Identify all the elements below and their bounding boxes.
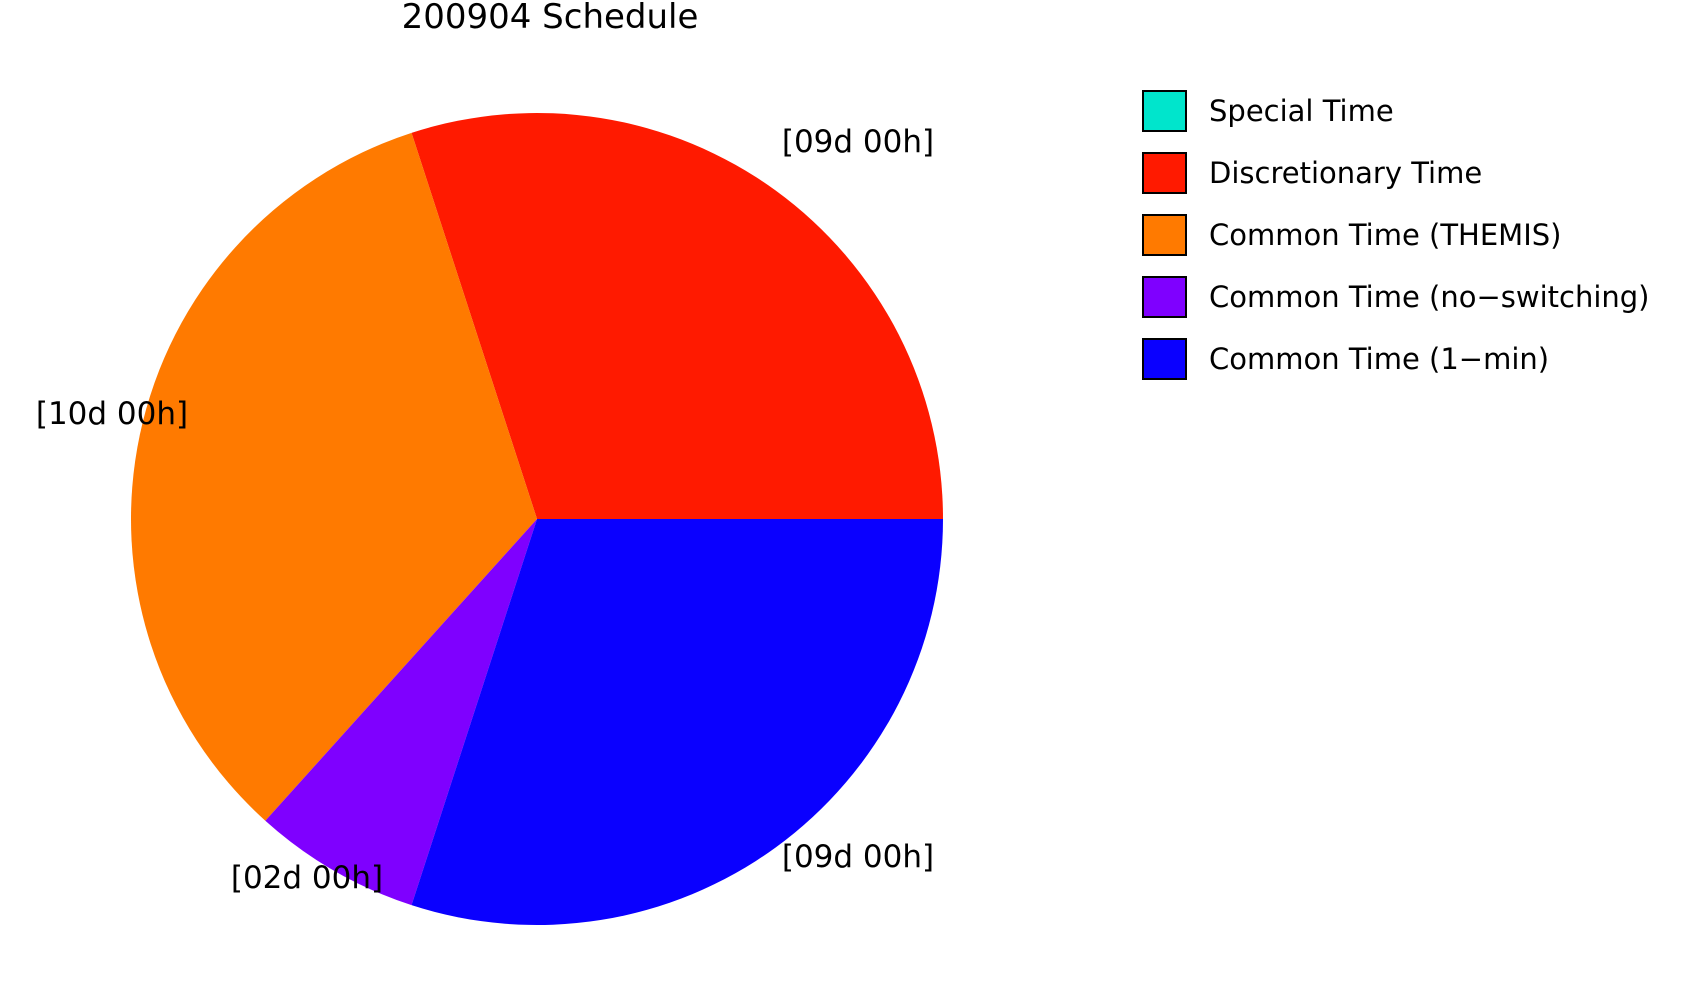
legend-swatch [1142, 276, 1187, 318]
pie-slice-labels: [09d 00h] [10d 00h] [02d 00h] [09d 00h] [36, 124, 934, 896]
legend-label: Special Time [1209, 94, 1394, 128]
legend-label: Common Time (1−min) [1209, 342, 1549, 376]
pie-slice-common-time-no-switching [265, 519, 537, 906]
legend-swatch [1142, 90, 1187, 132]
pie-slice-discretionary-time [411, 112, 943, 519]
pie-slice-common-time-1-min [411, 519, 943, 926]
slice-label: [09d 00h] [782, 124, 934, 160]
legend-swatch [1142, 214, 1187, 256]
legend-swatch [1142, 338, 1187, 380]
chart-title: 200904 Schedule [402, 0, 699, 37]
legend-label: Common Time (no−switching) [1209, 280, 1650, 314]
legend: Special Time Discretionary Time Common Tim… [1142, 90, 1650, 380]
slice-label: [09d 00h] [782, 839, 934, 875]
slice-label: [02d 00h] [231, 860, 383, 896]
legend-swatch [1142, 152, 1187, 194]
pie-slices [130, 112, 943, 926]
pie-slice-common-time-themis [130, 132, 537, 821]
legend-label: Common Time (THEMIS) [1209, 218, 1561, 252]
slice-label: [10d 00h] [36, 396, 188, 432]
legend-label: Discretionary Time [1209, 156, 1482, 190]
